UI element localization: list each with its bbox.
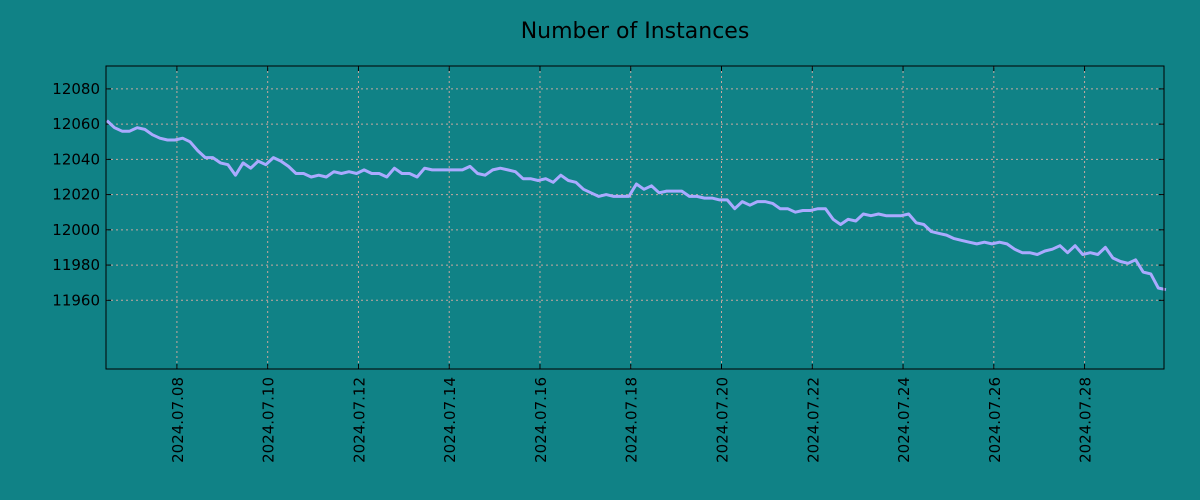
y-tick-label: 11980 — [52, 256, 100, 274]
y-axis: 11960 11980 12000 12020 12040 12060 12080 — [52, 80, 1164, 309]
plot-frame — [105, 65, 1165, 370]
data-points — [106, 120, 1166, 290]
x-tick-label: 2024.07.14 — [441, 377, 459, 463]
x-tick-label: 2024.07.10 — [260, 377, 278, 463]
series-line-number-of-instances — [105, 119, 1167, 292]
x-tick-label: 2024.07.16 — [532, 377, 550, 463]
x-tick-label: 2024.07.26 — [986, 377, 1004, 463]
y-tick-label: 12080 — [52, 80, 100, 98]
y-tick-label: 11960 — [52, 291, 100, 309]
x-tick-label: 2024.07.24 — [895, 377, 913, 463]
x-tick-label: 2024.07.22 — [804, 377, 822, 463]
y-tick-label: 12000 — [52, 221, 100, 239]
x-axis: 2024.07.08 2024.07.10 2024.07.12 2024.07.14… — [169, 66, 1095, 463]
x-tick-label: 2024.07.28 — [1077, 377, 1095, 463]
x-tick-label: 2024.07.20 — [714, 377, 732, 463]
x-tick-label: 2024.07.12 — [350, 377, 368, 463]
y-tick-label: 12040 — [52, 150, 100, 168]
chart-title: Number of Instances — [521, 19, 750, 44]
x-tick-label: 2024.07.18 — [623, 377, 641, 463]
y-tick-label: 12020 — [52, 186, 100, 204]
grid-lines — [106, 66, 1164, 369]
x-tick-label: 2024.07.08 — [169, 377, 187, 463]
y-tick-label: 12060 — [52, 115, 100, 133]
